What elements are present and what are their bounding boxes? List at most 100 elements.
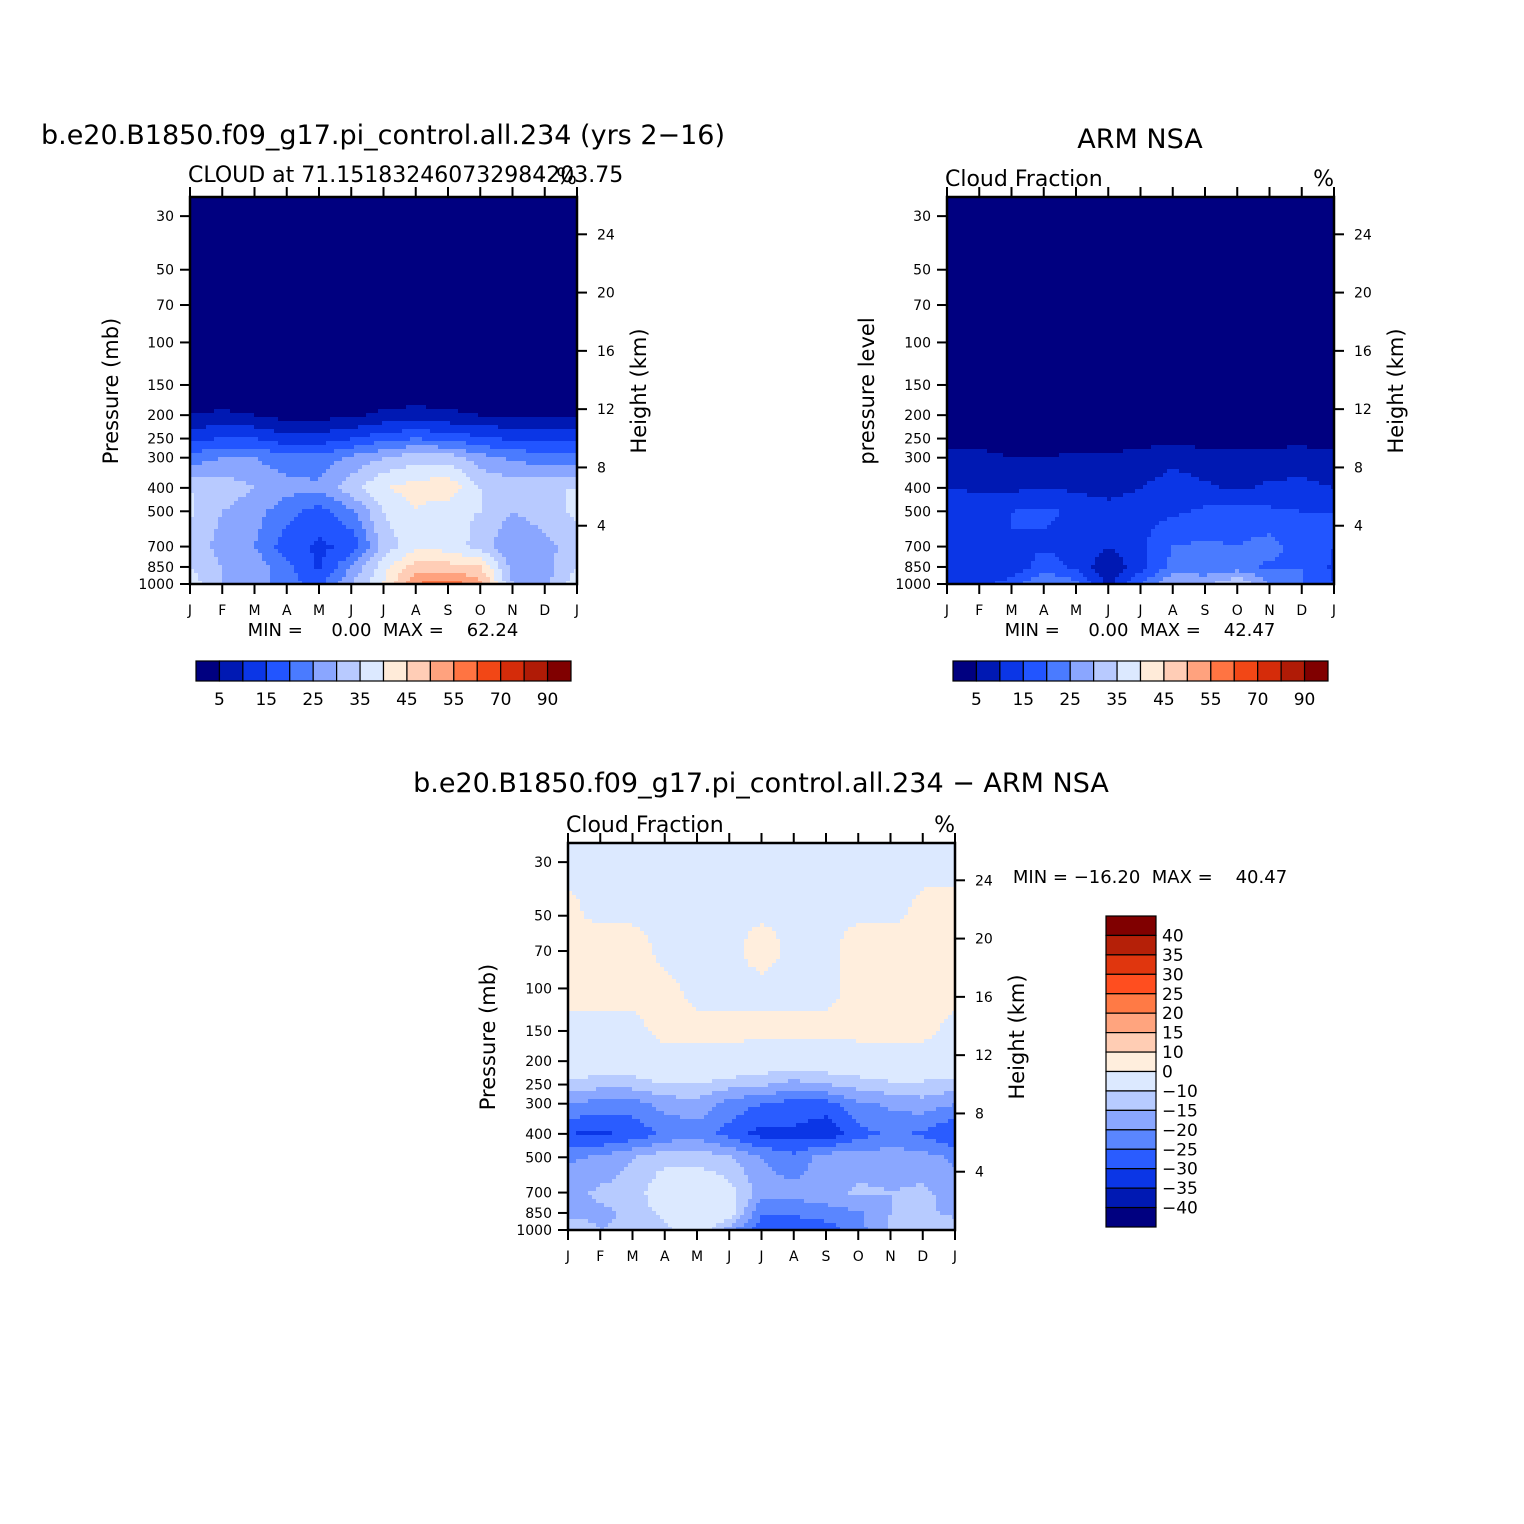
contour-cell xyxy=(840,991,955,996)
contour-cell xyxy=(274,545,311,550)
contour-cell xyxy=(936,1207,955,1212)
contour-cell xyxy=(250,489,343,494)
contour-cell xyxy=(636,1011,953,1016)
contour-cell xyxy=(1147,545,1172,550)
y-axis-label-right: Height (km) xyxy=(627,328,651,453)
contour-cell xyxy=(1331,557,1334,562)
y-tick-label: 700 xyxy=(525,1186,552,1202)
contour-cell xyxy=(326,493,351,498)
contour-cell xyxy=(1143,569,1160,574)
contour-cell xyxy=(374,521,391,526)
contour-cell xyxy=(947,249,1334,254)
contour-cell xyxy=(840,983,955,988)
contour-cell xyxy=(538,525,577,530)
contour-cell xyxy=(1103,577,1116,582)
contour-cell xyxy=(318,537,323,542)
contour-cell xyxy=(502,473,577,478)
contour-cell xyxy=(1119,573,1136,578)
contour-cell xyxy=(947,349,1334,354)
colorbar-box xyxy=(523,660,549,682)
contour-cell xyxy=(580,1115,633,1120)
contour-cell xyxy=(222,581,271,584)
contour-cell xyxy=(470,433,577,438)
contour-cell xyxy=(764,971,841,976)
colorbar-box xyxy=(1105,993,1157,1014)
contour-cell xyxy=(796,1151,833,1156)
contour-cell xyxy=(190,381,577,386)
contour-cell xyxy=(1095,569,1124,574)
contour-cell xyxy=(330,509,355,514)
contour-cell xyxy=(194,497,239,502)
contour-cell xyxy=(752,1211,865,1216)
contour-cell xyxy=(760,1219,825,1224)
contour-cell xyxy=(190,233,577,238)
contour-cell xyxy=(568,875,955,880)
contour-cell xyxy=(1171,573,1200,578)
contour-cell xyxy=(632,923,761,928)
contour-cell xyxy=(936,1139,955,1144)
contour-cell xyxy=(382,457,467,462)
contour-cell xyxy=(947,533,1152,538)
contour-cell xyxy=(568,1215,617,1220)
contour-cell xyxy=(664,1219,725,1224)
contour-cell xyxy=(644,931,749,936)
contour-cell xyxy=(190,229,577,234)
contour-cell xyxy=(1059,557,1096,562)
contour-cell xyxy=(1167,561,1264,566)
contour-cell xyxy=(936,1107,955,1112)
contour-cell xyxy=(258,549,279,554)
min-max-text: MIN = −16.20 MAX = 40.47 xyxy=(1013,867,1287,888)
contour-cell xyxy=(254,545,275,550)
contour-cell xyxy=(740,1215,753,1220)
contour-cell xyxy=(568,1175,617,1180)
contour-cell xyxy=(836,1135,869,1140)
contour-cell xyxy=(568,1087,597,1092)
x-tick-label: N xyxy=(885,1249,895,1265)
contour-cell xyxy=(844,935,955,940)
contour-cell xyxy=(302,581,327,584)
contour-cell xyxy=(947,401,1334,406)
contour-cell xyxy=(474,517,507,522)
contour-cell xyxy=(632,1159,737,1164)
contour-cell xyxy=(947,397,1334,402)
contour-cell xyxy=(952,1163,955,1168)
colorbar-label: 0 xyxy=(1162,1063,1173,1083)
colorbar-box xyxy=(453,660,478,682)
contour-cell xyxy=(947,453,1004,458)
contour-cell xyxy=(568,971,669,976)
x-tick-label: A xyxy=(1168,603,1178,619)
contour-cell xyxy=(947,297,1334,302)
contour-cell xyxy=(246,481,343,486)
contour-cell xyxy=(868,1127,929,1132)
contour-cell xyxy=(947,209,1334,214)
contour-cell xyxy=(322,557,347,562)
contour-cell xyxy=(947,357,1334,362)
contour-cell xyxy=(800,1079,889,1084)
contour-cell xyxy=(258,537,279,542)
contour-cell xyxy=(892,1199,937,1204)
contour-cell xyxy=(402,453,455,458)
contour-cell xyxy=(1123,569,1144,574)
contour-cell xyxy=(947,381,1334,386)
contour-cell xyxy=(338,517,359,522)
contour-cell xyxy=(752,1183,857,1188)
contour-cell xyxy=(350,493,371,498)
contour-cell xyxy=(852,1139,937,1144)
contour-cell xyxy=(788,1079,801,1084)
contour-cell xyxy=(218,517,263,522)
contour-cell xyxy=(947,413,1334,418)
contour-cell xyxy=(190,469,279,474)
contour-cell xyxy=(194,513,223,518)
colorbar-box xyxy=(218,660,244,682)
colorbar-label: 40 xyxy=(1162,926,1184,946)
contour-cell xyxy=(1095,561,1124,566)
contour-cell xyxy=(254,413,367,418)
contour-cell xyxy=(824,1219,865,1224)
contour-cell xyxy=(724,1123,797,1128)
x-tick-label: F xyxy=(975,603,983,619)
contour-cell xyxy=(190,433,371,438)
contour-cell xyxy=(744,939,781,944)
contour-cell xyxy=(530,521,577,526)
contour-cell xyxy=(366,413,479,418)
contour-cell xyxy=(947,385,1334,390)
